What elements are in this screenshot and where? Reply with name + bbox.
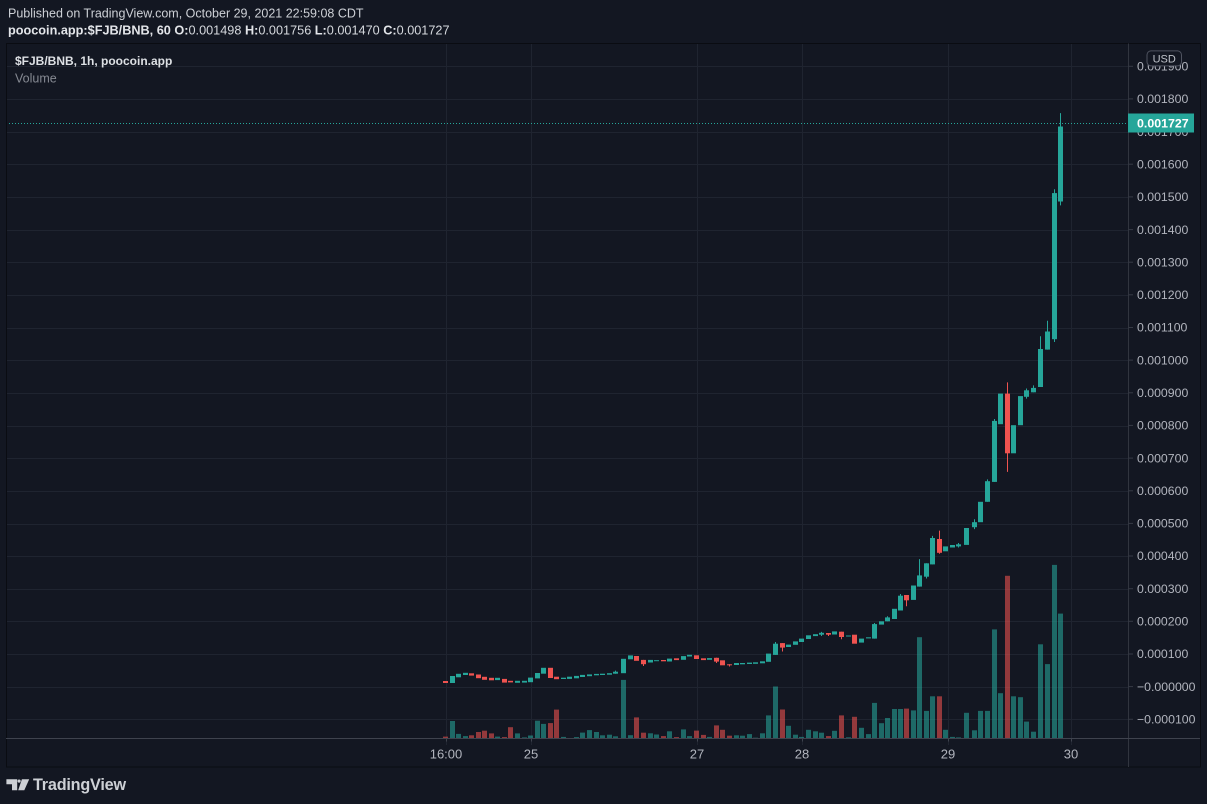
svg-text:TradingView: TradingView xyxy=(33,776,126,794)
svg-text:0.000500: 0.000500 xyxy=(1137,517,1188,531)
svg-text:poocoin.app:$FJB/BNB, 60 O:0.0: poocoin.app:$FJB/BNB, 60 O:0.001498 H:0.… xyxy=(8,24,450,38)
svg-text:29: 29 xyxy=(941,747,955,762)
svg-text:0.000200: 0.000200 xyxy=(1137,615,1188,629)
svg-text:0.001100: 0.001100 xyxy=(1137,321,1188,335)
svg-text:$FJB/BNB, 1h, poocoin.app: $FJB/BNB, 1h, poocoin.app xyxy=(15,54,172,68)
svg-text:−0.000000: −0.000000 xyxy=(1137,680,1196,694)
svg-text:0.000300: 0.000300 xyxy=(1137,582,1188,596)
svg-text:0.001500: 0.001500 xyxy=(1137,190,1188,204)
svg-text:0.000400: 0.000400 xyxy=(1137,549,1188,563)
svg-text:0.001200: 0.001200 xyxy=(1137,288,1188,302)
svg-text:0.000900: 0.000900 xyxy=(1137,386,1188,400)
svg-text:0.001727: 0.001727 xyxy=(1137,117,1189,131)
svg-text:0.000600: 0.000600 xyxy=(1137,484,1188,498)
svg-text:−0.000100: −0.000100 xyxy=(1137,713,1196,727)
svg-text:0.001300: 0.001300 xyxy=(1137,255,1188,269)
svg-text:0.000800: 0.000800 xyxy=(1137,419,1188,433)
svg-text:27: 27 xyxy=(690,747,704,762)
svg-text:28: 28 xyxy=(795,747,809,762)
svg-text:0.001600: 0.001600 xyxy=(1137,157,1188,171)
svg-text:Published on TradingView.com,: Published on TradingView.com, October 29… xyxy=(8,7,364,21)
svg-text:USD: USD xyxy=(1153,53,1176,65)
svg-text:0.000700: 0.000700 xyxy=(1137,451,1188,465)
svg-text:16:00: 16:00 xyxy=(430,747,463,762)
svg-text:0.001800: 0.001800 xyxy=(1137,92,1188,106)
svg-text:25: 25 xyxy=(524,747,538,762)
svg-text:0.001000: 0.001000 xyxy=(1137,353,1188,367)
svg-text:30: 30 xyxy=(1064,747,1078,762)
svg-text:0.001400: 0.001400 xyxy=(1137,223,1188,237)
svg-text:0.000100: 0.000100 xyxy=(1137,647,1188,661)
svg-text:Volume: Volume xyxy=(15,72,57,86)
